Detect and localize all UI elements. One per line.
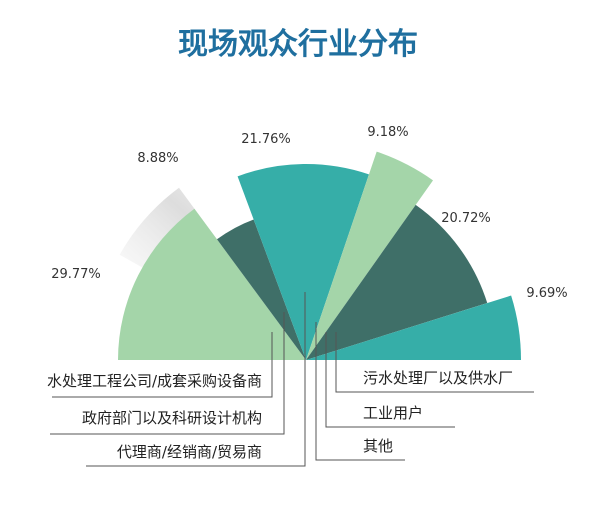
- leader-line: [315, 322, 405, 461]
- leader-line: [335, 332, 534, 393]
- slice-value-label: 21.76%: [241, 132, 291, 147]
- chart-title: 现场观众行业分布: [178, 27, 418, 62]
- slice-value-label: 20.72%: [441, 211, 491, 226]
- leader-line: [52, 332, 273, 398]
- category-label: 其他: [363, 437, 393, 455]
- leader-line: [86, 292, 306, 467]
- leader-line: [325, 332, 455, 428]
- category-label: 污水处理厂以及供水厂: [363, 369, 513, 387]
- pie-slice: [306, 295, 521, 360]
- pie-slice: [237, 164, 369, 360]
- category-label: 水处理工程公司/成套采购设备商: [47, 372, 262, 390]
- slice-value-label: 29.77%: [51, 267, 101, 282]
- slice-value-label: 9.18%: [367, 125, 408, 140]
- category-label: 代理商/经销商/贸易商: [117, 443, 262, 461]
- category-label: 工业用户: [363, 404, 423, 422]
- pie-slice: [306, 151, 434, 360]
- pie-slice: [118, 208, 306, 360]
- pie-slice: [306, 204, 488, 360]
- category-label: 政府部门以及科研设计机构: [82, 409, 262, 427]
- slice-value-label: 9.69%: [526, 286, 567, 301]
- slice-value-label: 8.88%: [137, 151, 178, 166]
- leader-line: [50, 312, 285, 435]
